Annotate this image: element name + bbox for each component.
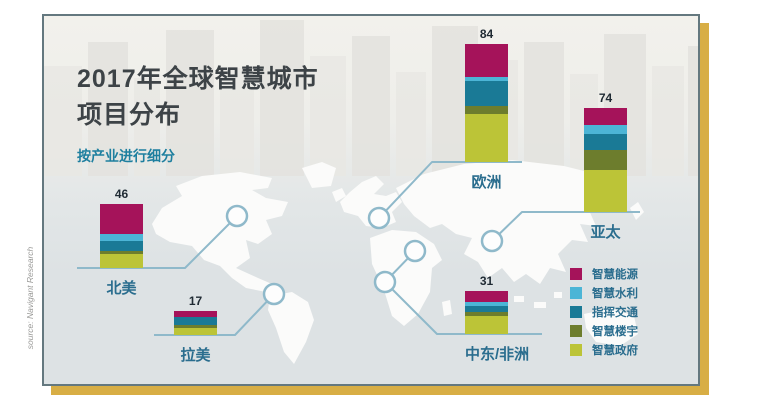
legend-label: 指挥交通 [592,307,638,319]
legend-item: 指挥交通 [570,306,638,319]
page-subtitle: 按产业进行细分 [77,148,175,164]
bar-segment [465,305,508,312]
legend-label: 智慧水利 [592,288,638,300]
marker-latin-america [262,282,286,306]
connector-europe [378,161,522,219]
bar-group-5: 74 亚太 [584,91,627,241]
connector-lines [77,161,640,336]
region-label: 中东/非洲 [465,345,530,363]
bar-segment [584,125,627,134]
bar-segment [465,301,508,306]
bar-segment [584,133,627,151]
bar-segment [584,108,627,126]
bar-segment [100,203,143,235]
bars-layer: 46 北美 17 拉美 84 欧洲 31 中东/非洲 74 亚太 [44,16,698,384]
marker-north-america [225,204,249,228]
map-asia [396,160,624,284]
legend-label: 智慧政府 [592,345,638,357]
map-island-2 [534,302,546,308]
bar-segment [174,325,217,328]
legend-swatch [570,268,582,280]
marker-africa [373,270,397,294]
title-line-1: 2017年全球智慧城市 [77,65,319,93]
region-label: 亚太 [590,223,621,241]
bar-segment [100,241,143,252]
bar-value-label: 46 [114,186,129,201]
legend-label: 智慧能源 [592,269,638,281]
map-united-kingdom [332,188,346,202]
bar-segment [584,150,627,170]
marker-europe [367,206,391,230]
bar-segment [465,290,508,302]
bar-group-4: 31 中东/非洲 [465,274,529,363]
bar-value-label: 31 [479,273,494,288]
legend-swatch [570,325,582,337]
connector-north-america [77,215,238,269]
bar-segment [100,253,143,268]
bar-segment [465,44,508,77]
bar-value-label: 84 [479,27,494,42]
map-madagascar [442,300,452,316]
bar-segment [465,114,508,162]
source-note: source: Navigant Research [25,246,35,350]
bar-segment [100,234,143,242]
connector-asia-pacific [491,211,640,242]
map-greenland [302,162,336,188]
bar-segment [174,327,217,335]
bar-group-1: 46 北美 [100,187,143,297]
bar-segment [465,80,508,106]
bar-segment [465,76,508,81]
connector-middle-east-africa [384,250,542,335]
bar-segment [174,311,217,317]
legend-label: 智慧楼宇 [592,326,638,338]
bar-group-2: 17 拉美 [174,294,217,364]
marker-middle-east [403,239,427,263]
bar-segment [174,316,217,326]
title-line-2: 项目分布 [77,100,182,129]
chart-card: 2017年全球智慧城市 项目分布 按产业进行细分 46 北美 17 拉美 84 欧洲 31 中… [42,14,700,386]
region-label: 北美 [106,279,137,297]
map-markers [225,204,504,306]
legend-swatch [570,344,582,356]
bar-segment [465,311,508,316]
region-label: 拉美 [180,346,211,364]
bar-segment [465,315,508,334]
map-island-3 [554,292,562,298]
legend-swatch [570,287,582,299]
region-label: 欧洲 [471,173,502,191]
map-australia [584,308,638,346]
bar-group-3: 84 欧洲 [465,27,508,191]
bar-segment [100,251,143,254]
marker-asia-pacific [480,229,504,253]
map-south-america [268,292,314,364]
bar-value-label: 74 [598,91,613,106]
legend-item: 智慧能源 [570,268,638,281]
map-island-1 [514,296,524,302]
bar-segment [465,105,508,115]
bar-segment [584,169,627,212]
legend-swatch [570,306,582,318]
legend: 智慧能源智慧水利指挥交通智慧楼宇智慧政府 [570,268,638,357]
legend-item: 智慧楼宇 [570,325,638,338]
connector-latin-america [154,293,275,336]
legend-item: 智慧政府 [570,344,638,357]
legend-item: 智慧水利 [570,287,638,300]
bar-value-label: 17 [188,294,203,309]
page-title: 2017年全球智慧城市 项目分布 [77,62,319,133]
